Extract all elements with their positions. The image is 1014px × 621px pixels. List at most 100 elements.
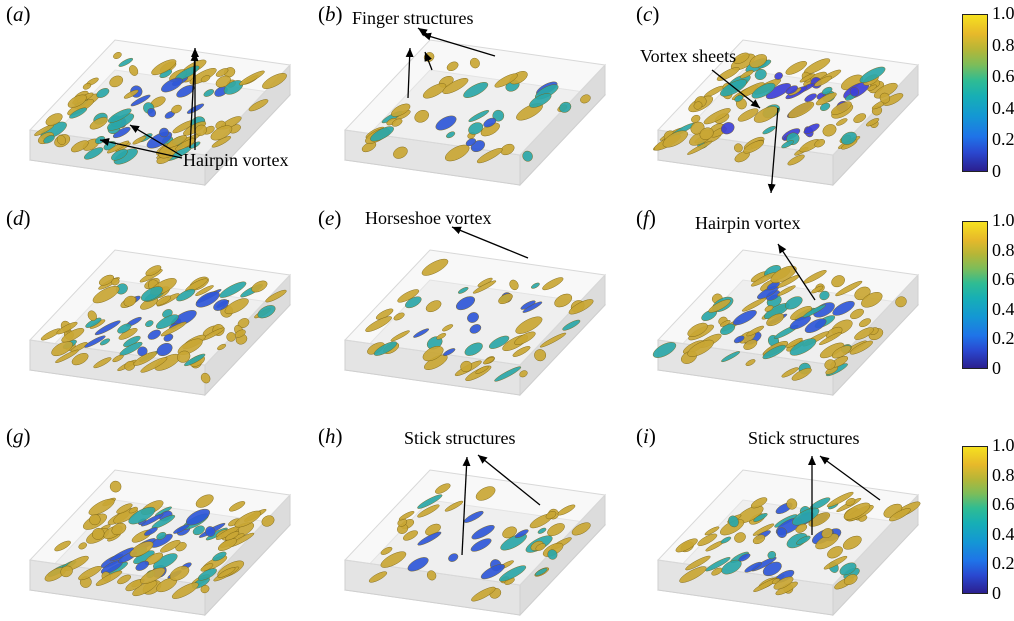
vortex-structure xyxy=(788,101,815,119)
vortex-structure xyxy=(67,94,87,108)
vortex-structure xyxy=(140,286,163,302)
vortex-structure xyxy=(728,515,739,528)
vortex-structure xyxy=(853,113,867,123)
vortex-structure xyxy=(51,341,73,357)
vortex-structure xyxy=(571,522,591,536)
vortex-structure xyxy=(765,83,791,100)
vortex-structure xyxy=(262,73,287,89)
vortex-structure xyxy=(145,265,162,276)
panel-c xyxy=(652,39,920,187)
vortex-structure xyxy=(515,316,543,334)
vortex-structure xyxy=(813,302,835,318)
vortex-structure xyxy=(534,349,547,362)
vortex-structure xyxy=(197,568,217,581)
vortex-structure xyxy=(777,285,796,297)
vortex-structure xyxy=(799,73,815,83)
panel-label-i: (i) xyxy=(636,424,656,448)
vortex-structure xyxy=(776,527,788,538)
vortex-structure xyxy=(210,125,233,141)
vortex-structure xyxy=(826,491,854,508)
vortex-structure xyxy=(840,131,857,145)
vortex-structure xyxy=(217,343,227,351)
vortex-structure xyxy=(200,372,211,384)
vortex-structure xyxy=(421,258,449,276)
colorbar-3-tick: 0.2 xyxy=(992,553,1014,574)
vortex-structure xyxy=(743,339,758,350)
vortex-structure xyxy=(217,538,238,551)
vortex-structure xyxy=(69,107,87,119)
vortex-structure xyxy=(95,570,123,586)
vortex-structure xyxy=(821,86,833,95)
panel-label-e: (e) xyxy=(318,206,342,230)
vortex-structure xyxy=(679,566,707,583)
arrow-i-2 xyxy=(819,455,881,501)
vortex-structure xyxy=(219,281,247,298)
vortex-structure xyxy=(687,339,714,357)
vortex-structure xyxy=(483,356,495,365)
colorbar-1-tick: 0 xyxy=(992,161,1001,181)
vortex-structure xyxy=(708,299,731,313)
colorbar-3-tick: 0.8 xyxy=(992,464,1014,485)
colorbar-1-tick: 0.8 xyxy=(992,34,1014,55)
vortex-structure xyxy=(476,148,503,164)
panel-label-b: (b) xyxy=(318,2,343,26)
vortex-structure xyxy=(417,494,443,509)
vortex-structure xyxy=(534,567,548,576)
arrow-h-2 xyxy=(477,454,541,506)
arrow-a-1 xyxy=(99,138,183,159)
vortex-structure xyxy=(883,93,904,106)
vortex-structure xyxy=(468,122,484,135)
vortex-structure xyxy=(859,66,886,83)
vortex-structure xyxy=(745,359,756,366)
vortex-structure xyxy=(743,140,764,154)
colorbar-2-tick: 0.8 xyxy=(992,239,1014,260)
panel-e xyxy=(343,249,607,397)
vortex-structure xyxy=(785,337,803,348)
vortex-structure xyxy=(465,138,477,147)
vortex-structure xyxy=(494,366,522,382)
vortex-structure xyxy=(239,70,265,86)
vortex-structure xyxy=(814,139,826,148)
colorbar-1-tick: 1.0 xyxy=(992,3,1014,23)
vortex-structure xyxy=(160,321,187,337)
vortex-structure xyxy=(559,101,572,113)
panel-i xyxy=(656,469,921,617)
panel-b xyxy=(343,39,607,187)
arrow-b-3 xyxy=(405,47,414,99)
vortex-structure xyxy=(787,154,805,166)
vortex-structure xyxy=(675,538,698,553)
vortex-structure xyxy=(393,146,408,159)
vortex-structure xyxy=(509,279,519,291)
vortex-structure xyxy=(119,341,143,356)
panel-label-d: (d) xyxy=(6,206,31,230)
vortex-structure xyxy=(545,511,557,520)
vortex-structure xyxy=(535,543,546,551)
vortex-structure xyxy=(480,564,505,580)
vortex-structure xyxy=(469,57,480,69)
vortex-structure xyxy=(752,534,766,545)
vortex-structure xyxy=(248,99,269,112)
vortex-structure xyxy=(407,557,429,572)
colorbar-2-tick: 0.4 xyxy=(992,298,1014,319)
vortex-structure xyxy=(422,346,444,362)
vortex-structure xyxy=(849,87,860,97)
vortex-structure xyxy=(109,75,124,88)
vortex-structure xyxy=(391,103,411,117)
arrow-b-2 xyxy=(421,32,496,57)
vortex-structure xyxy=(468,110,490,122)
vortex-structure xyxy=(123,89,139,99)
vortex-structure xyxy=(785,296,803,310)
arrow-f-1 xyxy=(777,243,816,301)
colorbar-1-tick: 0.6 xyxy=(992,66,1014,87)
vortex-structure xyxy=(205,526,216,537)
vortex-structure xyxy=(78,542,87,550)
vortex-structure xyxy=(43,135,55,144)
vortex-structure xyxy=(786,533,808,549)
vortex-structure xyxy=(791,367,812,381)
vortex-structure xyxy=(82,83,92,90)
vortex-structure xyxy=(426,570,437,581)
annotation-horseshoe-e: Horseshoe vortex xyxy=(365,208,492,228)
vortex-structure xyxy=(391,118,403,127)
vortex-structure xyxy=(55,349,79,363)
vortex-structure xyxy=(744,561,762,573)
